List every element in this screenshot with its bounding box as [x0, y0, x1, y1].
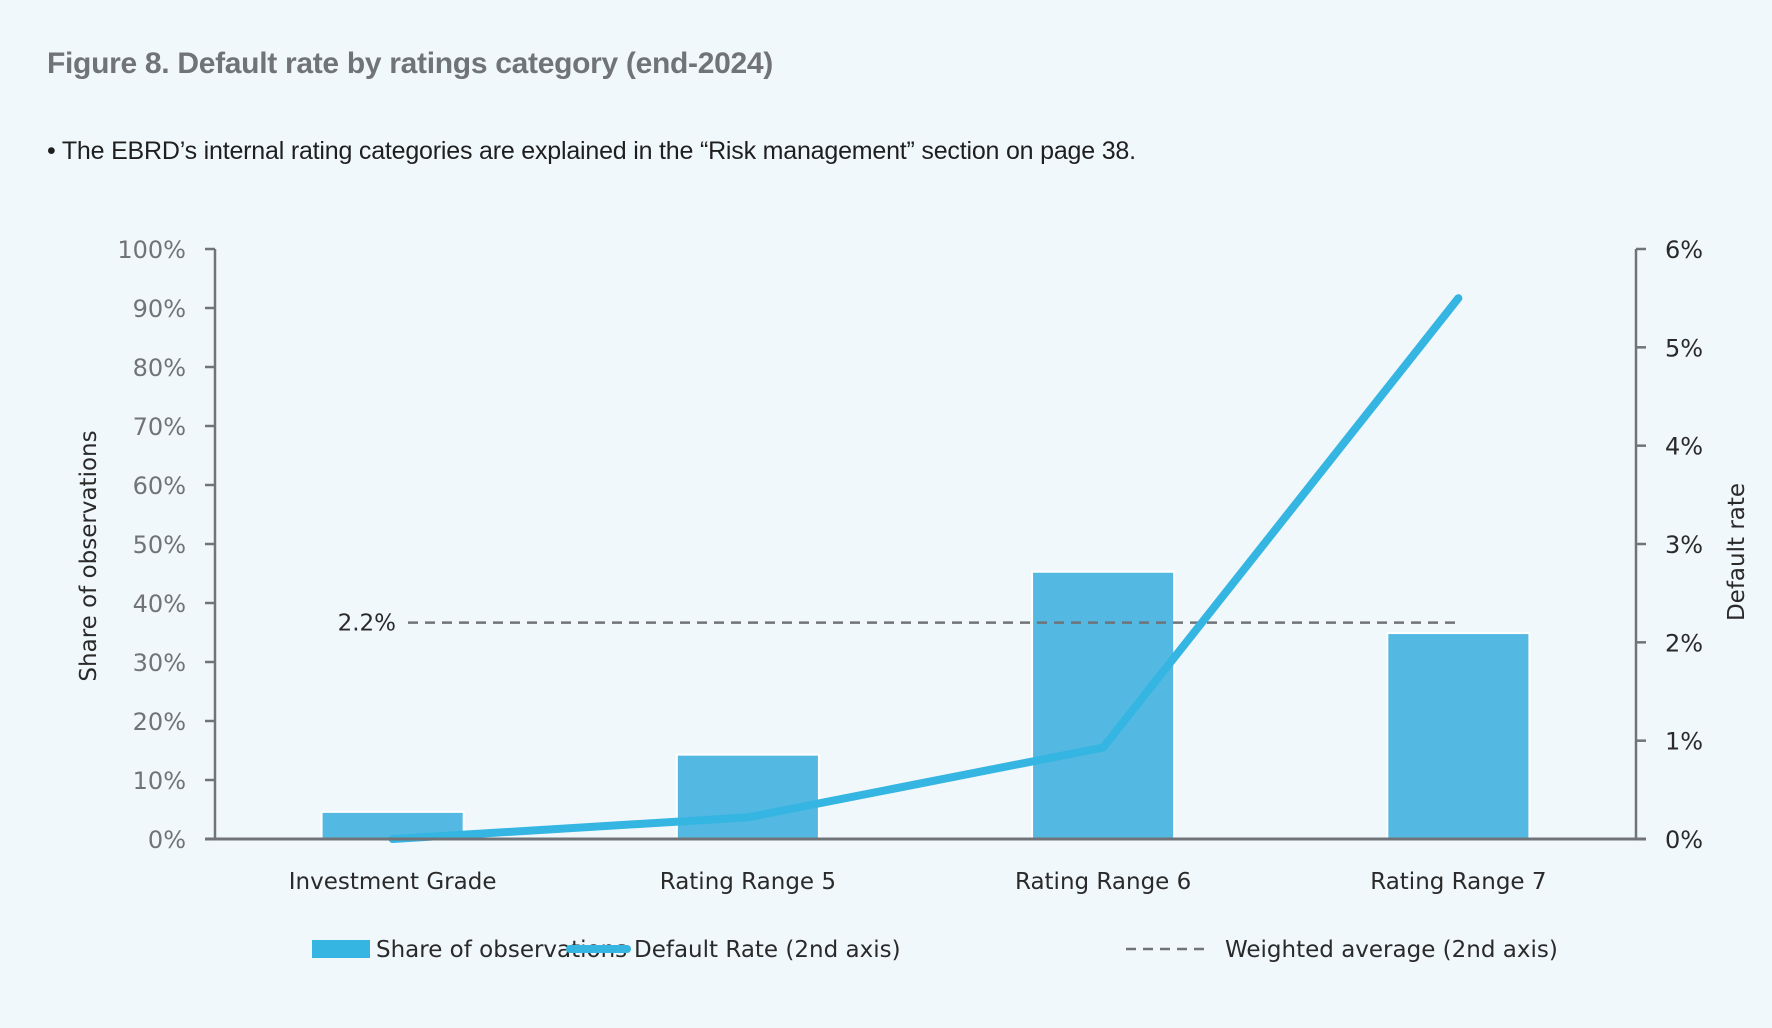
right-axis-title: Default rate: [1724, 483, 1750, 621]
right-tick-label: 2%: [1665, 629, 1703, 657]
figure-note: • The EBRD’s internal rating categories …: [47, 137, 1136, 165]
right-tick-label: 6%: [1665, 236, 1703, 264]
left-tick-label: 0%: [148, 826, 186, 854]
default-rate-line-group: [388, 294, 1463, 843]
axes-group: 0% 10% 20% 30% 40% 50% 60% 70% 80% 90% 100% 0% 1% 2% 3…: [117, 236, 1703, 854]
default-rate-line: [388, 294, 1463, 843]
category-label: Rating Range 6: [1015, 869, 1191, 895]
bars-group: [320, 570, 1531, 841]
labels-group: Investment Grade Rating Range 5 Rating Ran…: [76, 430, 1750, 895]
weighted-average-group: 2.2%: [338, 611, 1459, 637]
left-tick-label: 100%: [117, 236, 186, 264]
left-tick-label: 10%: [133, 767, 186, 795]
category-label: Rating Range 7: [1370, 869, 1546, 895]
left-tick-label: 60%: [133, 472, 186, 500]
left-tick-label: 30%: [133, 649, 186, 677]
left-tick-label: 90%: [133, 295, 186, 323]
left-tick-label: 70%: [133, 413, 186, 441]
figure-title: Figure 8. Default rate by ratings catego…: [47, 47, 773, 80]
right-tick-label: 1%: [1665, 728, 1703, 756]
bar-rating-range-6: [1031, 570, 1176, 840]
left-tick-label: 20%: [133, 708, 186, 736]
weighted-average-label: 2.2%: [338, 611, 396, 637]
left-tick-label: 40%: [133, 590, 186, 618]
legend-label-default-rate: Default Rate (2nd axis): [634, 937, 901, 963]
legend-label-weighted-average: Weighted average (2nd axis): [1225, 937, 1558, 963]
left-axis-title: Share of observations: [76, 430, 102, 681]
right-tick-label: 5%: [1665, 334, 1703, 362]
left-tick-label: 50%: [133, 531, 186, 559]
category-label: Investment Grade: [289, 869, 497, 895]
bar-rating-range-7: [1386, 632, 1531, 841]
right-tick-label: 0%: [1665, 826, 1703, 854]
right-tick-label: 4%: [1665, 433, 1703, 461]
left-tick-label: 80%: [133, 354, 186, 382]
right-tick-label: 3%: [1665, 531, 1703, 559]
legend-swatch-bar: [312, 940, 370, 958]
legend: Share of observations Default Rate (2nd a…: [312, 937, 1558, 963]
bar-rating-range-5: [675, 753, 820, 841]
category-label: Rating Range 5: [660, 869, 836, 895]
